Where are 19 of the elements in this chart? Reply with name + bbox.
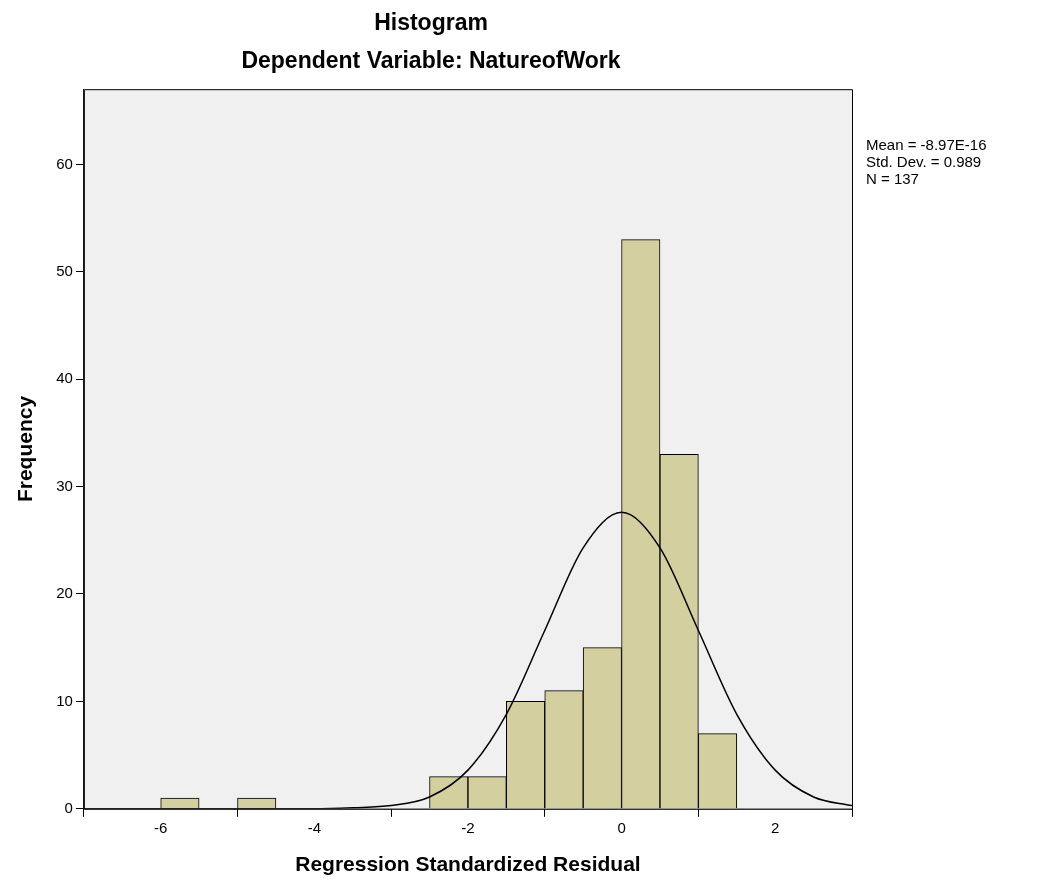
y-tick-label: 20 bbox=[56, 584, 73, 602]
y-axis-title: Frequency bbox=[13, 395, 37, 503]
y-tick-label: 40 bbox=[56, 369, 73, 387]
y-tick-label: 10 bbox=[56, 691, 73, 709]
chart-title: Histogram bbox=[374, 9, 488, 36]
text: Std. Dev. = 0.989 bbox=[866, 152, 982, 170]
chart-subtitle: Dependent Variable: NatureofWork bbox=[241, 46, 621, 73]
x-tick-label: -6 bbox=[154, 818, 168, 836]
x-axis-title: Regression Standardized Residual bbox=[295, 852, 641, 876]
x-tick-label: -2 bbox=[461, 818, 475, 836]
y-tick-label: 30 bbox=[56, 476, 73, 494]
x-tick-label: 2 bbox=[771, 818, 780, 836]
text: N = 137 bbox=[866, 169, 919, 187]
x-tick-label: 0 bbox=[617, 818, 626, 836]
y-tick-label: 60 bbox=[56, 154, 73, 172]
text: Mean = -8.97E-16 bbox=[866, 135, 987, 153]
x-tick-label: -4 bbox=[307, 818, 321, 836]
y-tick-label: 50 bbox=[56, 261, 73, 279]
y-tick-label: 0 bbox=[64, 798, 73, 816]
